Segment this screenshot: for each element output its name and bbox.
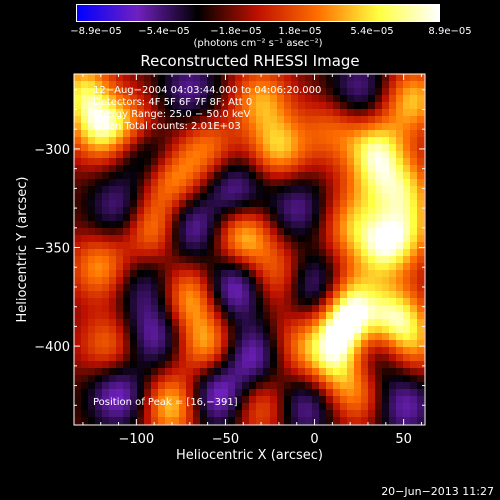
plot-frame — [73, 73, 426, 426]
colorbar-tick-label: −8.9e−05 — [70, 26, 122, 37]
y-tick-label: −300 — [34, 143, 70, 158]
y-tick-label: −400 — [34, 340, 70, 355]
x-tick-label: −100 — [119, 432, 155, 447]
x-tick-label: 0 — [310, 432, 318, 447]
colorbar-units: (photons cm⁻² s⁻¹ asec⁻²) — [193, 38, 323, 49]
colorbar-tick-label: −1.8e−05 — [210, 26, 262, 37]
info-line: 12−Aug−2004 04:03:44.000 to 04:06:20.000 — [93, 85, 322, 96]
info-line: Detectors: 4F 5F 6F 7F 8F; Att 0 — [93, 97, 253, 108]
x-tick-label: 50 — [395, 432, 412, 447]
colorbar-tick-label: −5.4e−05 — [138, 26, 190, 37]
y-axis-label: Heliocentric Y (arcsec) — [15, 177, 30, 323]
y-tick-label: −350 — [34, 242, 70, 257]
colorbar-tick-label: 1.8e−05 — [278, 26, 322, 37]
colorbar-tick-label: 8.9e−05 — [428, 26, 472, 37]
axes: −100 −50 0 50 −300 −350 −400 Heliocentric X (ar… — [15, 74, 425, 463]
x-tick-label: −50 — [212, 432, 239, 447]
info-line: Energy Range: 25.0 − 50.0 keV — [93, 109, 251, 120]
info-line: Clean Total counts: 2.01E+03 — [93, 121, 241, 132]
chart-title: Reconstructed RHESSI Image — [140, 52, 360, 70]
heatmap-image — [74, 74, 426, 426]
x-axis-label: Heliocentric X (arcsec) — [176, 448, 323, 463]
colorbar-tick-label: 5.4e−05 — [350, 26, 394, 37]
footer-date: 20−Jun−2013 11:27 — [381, 485, 494, 498]
peak-position-label: Position of Peak = [16,−391] — [93, 397, 238, 408]
colorbar — [76, 4, 440, 22]
